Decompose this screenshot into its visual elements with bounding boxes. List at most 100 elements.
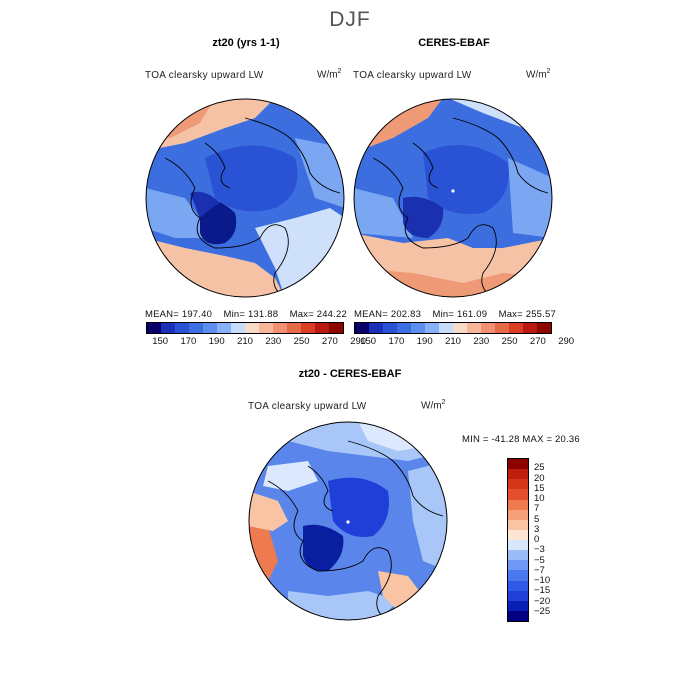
panel-1-colorbar-swatch <box>189 323 203 333</box>
diff-colorbar-label: 3 <box>534 523 540 535</box>
panel-2-colorbar-label: 230 <box>473 336 490 347</box>
panel-2-units: W/m2 <box>526 68 551 81</box>
diff-colorbar-swatch <box>508 600 528 611</box>
diff-colorbar-swatch <box>508 610 528 621</box>
panel-1-colorbar-swatch <box>231 323 245 333</box>
map-border <box>353 98 553 298</box>
panel-1-polar-map <box>145 98 345 298</box>
panel-2-max: Max= 255.57 <box>498 309 556 320</box>
diff-colorbar-swatch <box>508 550 528 561</box>
panel-1-colorbar-swatch <box>259 323 273 333</box>
map-fill-pale-east <box>408 461 447 571</box>
map-fill-lightblue-west <box>354 188 413 238</box>
diff-colorbar <box>507 458 529 622</box>
diff-colorbar-swatch <box>508 540 528 551</box>
diff-colorbar-swatch <box>508 590 528 601</box>
panel-1-colorbar-label: 190 <box>208 336 225 347</box>
panel-1-colorbar <box>146 322 344 334</box>
diff-panel-minmax: MIN = -41.28 MAX = 20.36 <box>462 434 580 445</box>
diff-colorbar-swatch <box>508 479 528 490</box>
panel-2-colorbar-swatch <box>453 323 467 333</box>
panel-1-colorbar-swatch <box>203 323 217 333</box>
map-coastline-2 <box>452 117 549 194</box>
diff-colorbar-swatch <box>508 499 528 510</box>
season-title: DJF <box>329 8 371 31</box>
panel-1-variable: TOA clearsky upward LW <box>145 70 264 81</box>
diff-colorbar-swatch <box>508 570 528 581</box>
panel-2-colorbar-swatch <box>439 323 453 333</box>
panel-1-colorbar-swatch <box>273 323 287 333</box>
diff-colorbar-swatch <box>508 560 528 571</box>
map-coastline-2 <box>347 440 444 517</box>
diff-colorbar-swatch <box>508 580 528 591</box>
diff-colorbar-labels: 25 20 15 10 7 5 3 0 −3 −5 −7 −10 −15 −20 −25 <box>534 458 584 622</box>
map-fill-dark-greenland <box>190 191 220 218</box>
panel-1-colorbar-label: 210 <box>237 336 253 347</box>
panel-2-stats: MEAN= 202.83 Min= 161.09 Max= 255.57 <box>354 309 556 320</box>
diff-colorbar-label: −7 <box>534 564 545 576</box>
panel-1-min: Min= 131.88 <box>223 309 279 320</box>
map-pole-point <box>451 189 455 193</box>
panel-2-colorbar-label: 250 <box>501 336 518 347</box>
map-coastline-1 <box>267 480 392 620</box>
panel-1-colorbar-swatch <box>161 323 175 333</box>
panel-1-units: W/m2 <box>317 68 342 81</box>
panel-2-colorbar-swatch <box>523 323 537 333</box>
map-coastline-2 <box>244 117 341 194</box>
panel-2-colorbar-swatch <box>369 323 383 333</box>
diff-colorbar-label: −15 <box>534 585 551 597</box>
diff-colorbar-swatch <box>508 489 528 500</box>
map-coastline-3 <box>307 465 334 512</box>
diff-colorbar-label: −20 <box>534 595 551 607</box>
diff-colorbar-swatch <box>508 509 528 520</box>
panel-1-colorbar-label: 270 <box>321 336 338 347</box>
map-border <box>145 98 345 298</box>
diff-colorbar-label: −3 <box>534 544 545 556</box>
panel-2-min: Min= 161.09 <box>432 309 488 320</box>
panel-2-colorbar-swatch <box>481 323 495 333</box>
diff-colorbar-label: 5 <box>534 513 540 525</box>
map-coastline-1 <box>164 157 289 297</box>
diff-panel-units: W/m2 <box>421 399 446 412</box>
panel-1-colorbar-swatch <box>301 323 315 333</box>
map-fill-dark-core <box>328 477 389 537</box>
diff-colorbar-label: 25 <box>534 462 545 474</box>
diff-colorbar-label: 10 <box>534 493 545 504</box>
map-fill-lightblue-east <box>508 158 552 238</box>
diff-colorbar-swatch <box>508 529 528 540</box>
diff-panel-title: zt20 - CERES-EBAF <box>298 368 402 380</box>
diff-panel-variable: TOA clearsky upward LW <box>248 401 367 412</box>
panel-1-colorbar-label: 230 <box>265 336 282 347</box>
panel-1-colorbar-swatch <box>329 323 343 333</box>
panel-2-colorbar-swatch <box>397 323 411 333</box>
panel-1-colorbar-label: 170 <box>180 336 197 347</box>
panel-2-colorbar-swatch <box>495 323 509 333</box>
panel-1-colorbar-labels: 150 170 190 210 230 250 270 290 <box>146 336 366 348</box>
panel-2-variable: TOA clearsky upward LW <box>353 70 472 81</box>
diff-colorbar-swatch <box>508 519 528 530</box>
panel-2-colorbar-swatch <box>383 323 397 333</box>
map-fill-deep-greenland <box>303 524 344 572</box>
map-coastline-1 <box>372 157 497 297</box>
map-fill-pale-south <box>288 591 398 620</box>
panel-1-colorbar-label: 150 <box>152 336 169 347</box>
panel-1-mean: MEAN= 197.40 <box>145 309 213 320</box>
map-fill-dark-core <box>423 145 509 214</box>
panel-2-mean: MEAN= 202.83 <box>354 309 422 320</box>
map-fill-dark-greenland <box>403 196 444 238</box>
panel-2-colorbar-swatch <box>411 323 425 333</box>
panel-1-colorbar-swatch <box>147 323 161 333</box>
panel-2-colorbar-swatch <box>467 323 481 333</box>
panel-1-colorbar-swatch <box>175 323 189 333</box>
panel-2-colorbar-label: 190 <box>416 336 433 347</box>
diff-colorbar-label: 0 <box>534 534 540 545</box>
map-pole-point <box>346 520 350 524</box>
diff-colorbar-swatch <box>508 459 528 470</box>
panel-2-colorbar-label: 150 <box>360 336 377 347</box>
panel-2-colorbar-swatch <box>355 323 369 333</box>
panel-2-colorbar-label: 170 <box>388 336 405 347</box>
panel-2-title: CERES-EBAF <box>418 37 490 49</box>
panel-2-colorbar-label: 270 <box>529 336 546 347</box>
map-fill-warm-west-light <box>249 491 288 531</box>
map-coastline-3 <box>412 142 439 189</box>
